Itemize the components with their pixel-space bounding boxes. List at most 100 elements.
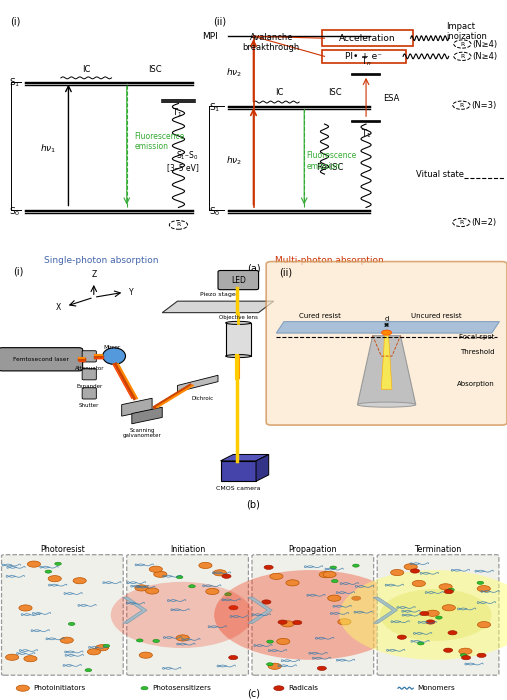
Circle shape xyxy=(439,584,452,590)
Circle shape xyxy=(135,584,148,591)
Circle shape xyxy=(286,580,299,586)
Text: LED: LED xyxy=(231,276,246,285)
Circle shape xyxy=(404,564,417,570)
Circle shape xyxy=(274,686,284,690)
Text: (i): (i) xyxy=(13,267,23,276)
Circle shape xyxy=(60,637,74,643)
Circle shape xyxy=(461,655,470,660)
Ellipse shape xyxy=(226,321,251,324)
Circle shape xyxy=(141,687,148,689)
Circle shape xyxy=(420,611,429,616)
Circle shape xyxy=(270,573,283,580)
Text: T$_n$: T$_n$ xyxy=(361,56,371,68)
Circle shape xyxy=(19,605,32,611)
Text: S$_1$–S$_0$
[3–5 eV]: S$_1$–S$_0$ [3–5 eV] xyxy=(167,149,199,172)
Circle shape xyxy=(213,570,227,576)
Text: PI• + e⁻: PI• + e⁻ xyxy=(345,52,382,61)
Circle shape xyxy=(206,589,219,594)
Text: Vitual state: Vitual state xyxy=(416,169,464,178)
Text: Multi-photon absorption: Multi-photon absorption xyxy=(275,256,384,265)
Circle shape xyxy=(478,622,491,628)
Circle shape xyxy=(136,639,143,642)
Circle shape xyxy=(417,642,424,645)
Text: Piezo stage: Piezo stage xyxy=(200,293,236,297)
Text: Photoresist: Photoresist xyxy=(40,545,85,554)
Circle shape xyxy=(330,566,337,569)
Circle shape xyxy=(55,562,61,566)
Circle shape xyxy=(111,582,253,648)
Circle shape xyxy=(328,595,341,601)
Text: Absorption: Absorption xyxy=(457,382,494,387)
Circle shape xyxy=(85,668,92,672)
Text: Propagation: Propagation xyxy=(288,545,337,554)
Text: R: R xyxy=(460,54,464,59)
Circle shape xyxy=(477,581,484,584)
Text: Attenuator: Attenuator xyxy=(75,366,104,371)
FancyBboxPatch shape xyxy=(0,348,83,371)
Text: Fluorescence
emission: Fluorescence emission xyxy=(307,151,357,171)
Circle shape xyxy=(397,635,407,639)
Polygon shape xyxy=(276,321,499,333)
Circle shape xyxy=(426,620,435,624)
Circle shape xyxy=(229,606,238,610)
Text: Single-photon absorption: Single-photon absorption xyxy=(44,256,159,265)
Circle shape xyxy=(411,569,420,573)
Text: R: R xyxy=(459,103,463,108)
Polygon shape xyxy=(256,454,269,482)
Text: Y: Y xyxy=(129,288,134,297)
Text: Objective lens: Objective lens xyxy=(219,315,258,320)
Circle shape xyxy=(338,619,351,625)
Text: Scanning
galvanometer: Scanning galvanometer xyxy=(123,428,161,438)
Ellipse shape xyxy=(226,355,251,358)
Text: Fluorescence
emission: Fluorescence emission xyxy=(134,132,185,151)
Text: S$_0$: S$_0$ xyxy=(9,205,20,218)
Circle shape xyxy=(448,588,454,592)
Text: Shutter: Shutter xyxy=(79,402,99,408)
Circle shape xyxy=(426,610,439,616)
Text: (N≥4): (N≥4) xyxy=(473,52,498,61)
Circle shape xyxy=(267,663,273,666)
Text: ISC: ISC xyxy=(328,88,341,97)
Polygon shape xyxy=(373,597,397,623)
Text: T$_1$: T$_1$ xyxy=(361,127,371,140)
Polygon shape xyxy=(162,301,274,313)
Text: X: X xyxy=(56,303,61,312)
Text: $h\nu_2$: $h\nu_2$ xyxy=(226,66,242,79)
Circle shape xyxy=(477,653,486,657)
Text: Initiation: Initiation xyxy=(170,545,205,554)
Circle shape xyxy=(214,570,407,660)
Text: Femtosecond laser: Femtosecond laser xyxy=(13,357,68,362)
Circle shape xyxy=(281,621,294,627)
Circle shape xyxy=(332,580,338,582)
Polygon shape xyxy=(132,407,162,424)
Circle shape xyxy=(382,330,392,335)
FancyBboxPatch shape xyxy=(377,554,499,675)
Circle shape xyxy=(448,631,457,635)
Text: R: R xyxy=(460,41,464,46)
Text: Cured resist: Cured resist xyxy=(299,314,341,319)
Text: R: R xyxy=(176,223,180,228)
Circle shape xyxy=(262,600,271,604)
Text: Dichroic: Dichroic xyxy=(192,395,214,400)
FancyBboxPatch shape xyxy=(252,554,374,675)
Circle shape xyxy=(45,570,52,573)
Polygon shape xyxy=(221,454,269,461)
Text: (ii): (ii) xyxy=(279,268,292,278)
Text: (N=3): (N=3) xyxy=(472,101,497,110)
Circle shape xyxy=(436,616,442,619)
Text: CMOS camera: CMOS camera xyxy=(216,486,261,491)
Circle shape xyxy=(6,654,19,660)
Text: S$_1$: S$_1$ xyxy=(9,77,20,90)
FancyBboxPatch shape xyxy=(322,30,413,46)
Circle shape xyxy=(412,580,425,587)
Polygon shape xyxy=(122,398,152,416)
Polygon shape xyxy=(226,323,251,356)
Circle shape xyxy=(460,654,467,657)
Circle shape xyxy=(73,578,86,584)
Text: (i): (i) xyxy=(10,17,20,27)
Text: d: d xyxy=(384,316,389,323)
Text: Mirror: Mirror xyxy=(103,344,120,350)
Text: $h\nu_1$: $h\nu_1$ xyxy=(40,143,56,155)
Text: ISC: ISC xyxy=(148,65,161,74)
Circle shape xyxy=(95,645,108,651)
